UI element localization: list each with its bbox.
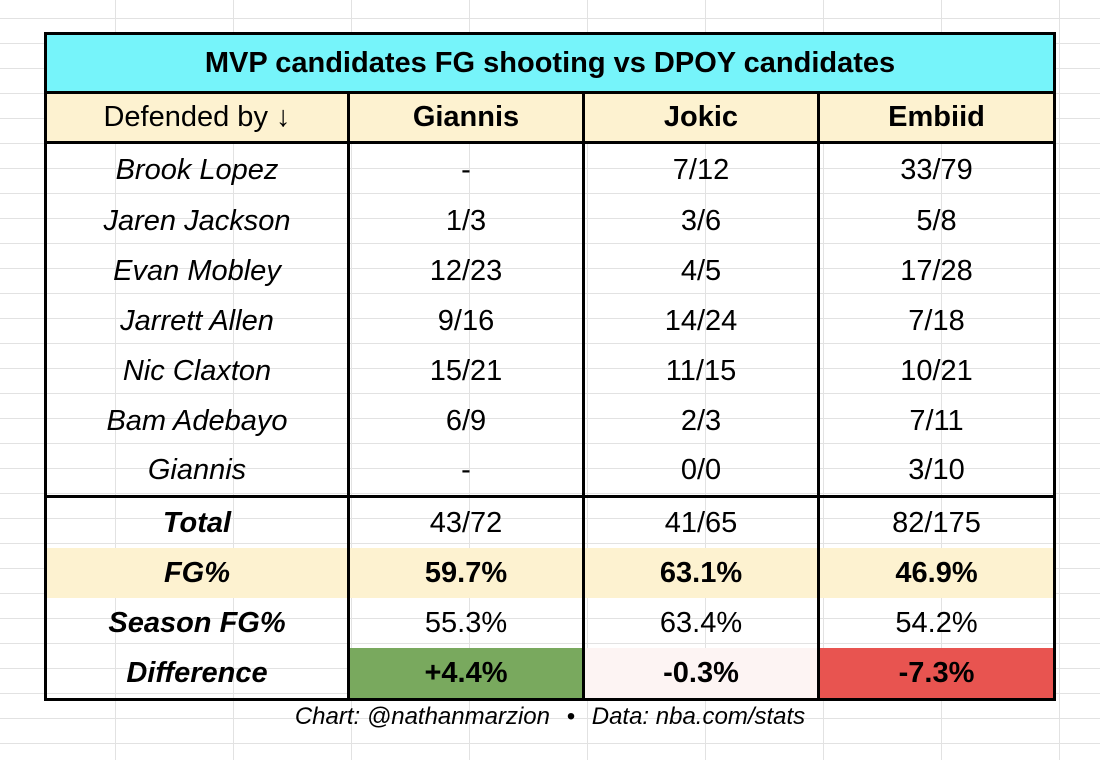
- table-row: Bam Adebayo 6/9 2/3 7/11: [46, 396, 1055, 446]
- cell-giannis: -: [347, 446, 584, 498]
- difference-embiid: -7.3%: [816, 648, 1055, 700]
- defender-name: Giannis: [45, 446, 349, 498]
- credit-line: Chart: @nathanmarzion • Data: nba.com/st…: [0, 703, 1100, 731]
- header-defended-by: Defended by ↓: [45, 92, 349, 144]
- table-row: Brook Lopez - 7/12 33/79: [46, 142, 1055, 196]
- credit-chart: Chart: @nathanmarzion: [294, 703, 550, 730]
- cell-jokic: 4/5: [582, 246, 819, 296]
- credit-data: Data: nba.com/stats: [591, 703, 806, 730]
- difference-label: Difference: [126, 656, 268, 689]
- cell-embiid: 7/11: [816, 396, 1055, 446]
- cell-jokic: 2/3: [582, 396, 819, 446]
- cell-jokic: 11/15: [582, 346, 819, 396]
- difference-jokic: -0.3%: [582, 648, 819, 700]
- difference-giannis: +4.4%: [347, 648, 584, 700]
- season-fg-giannis: 55.3%: [347, 598, 584, 648]
- cell-giannis: 6/9: [347, 396, 584, 446]
- fg-pct-label: FG%: [45, 548, 349, 598]
- cell-embiid: 17/28: [816, 246, 1055, 296]
- cell-embiid: 3/10: [816, 446, 1055, 498]
- defender-name: Brook Lopez: [115, 153, 279, 186]
- fg-pct-giannis: 59.7%: [347, 548, 584, 598]
- cell-giannis: 15/21: [347, 346, 584, 396]
- cell-embiid: 10/21: [816, 346, 1055, 396]
- cell-embiid: 33/79: [816, 142, 1055, 196]
- cell-jokic: 7/12: [582, 142, 819, 196]
- fg-pct-row: FG% 59.7% 63.1% 46.9%: [45, 548, 1055, 598]
- cell-giannis: 12/23: [347, 246, 584, 296]
- defender-name: Evan Mobley: [113, 254, 281, 287]
- total-embiid: 82/175: [816, 496, 1055, 548]
- defender-name: Jarrett Allen: [120, 304, 274, 337]
- table-row: Jaren Jackson 1/3 3/6 5/8: [46, 196, 1055, 246]
- total-giannis: 43/72: [347, 496, 584, 548]
- table-row: Jarrett Allen 9/16 14/24 7/18: [46, 296, 1055, 346]
- season-fg-row: Season FG% 55.3% 63.4% 54.2%: [46, 598, 1055, 648]
- title-row: MVP candidates FG shooting vs DPOY candi…: [45, 33, 1055, 94]
- total-jokic: 41/65: [582, 496, 819, 548]
- defender-name: Jaren Jackson: [103, 204, 291, 237]
- header-jokic: Jokic: [582, 92, 819, 144]
- header-embiid: Embiid: [816, 92, 1055, 144]
- season-fg-embiid: 54.2%: [816, 598, 1055, 648]
- defender-name: Nic Claxton: [122, 354, 272, 387]
- fg-pct-jokic: 63.1%: [582, 548, 819, 598]
- table-row: Evan Mobley 12/23 4/5 17/28: [46, 246, 1055, 296]
- season-fg-jokic: 63.4%: [582, 598, 819, 648]
- cell-jokic: 3/6: [582, 196, 819, 246]
- total-row: Total 43/72 41/65 82/175: [46, 496, 1055, 548]
- cell-embiid: 5/8: [816, 196, 1055, 246]
- total-label: Total: [162, 506, 232, 539]
- credit-separator: •: [566, 703, 576, 730]
- cell-giannis: -: [347, 142, 584, 196]
- cell-jokic: 0/0: [582, 446, 819, 498]
- season-fg-label: Season FG%: [108, 606, 286, 639]
- table-row: Giannis - 0/0 3/10: [45, 446, 1055, 498]
- cell-giannis: 9/16: [347, 296, 584, 346]
- difference-row: Difference +4.4% -0.3% -7.3%: [46, 648, 1055, 700]
- fg-pct-embiid: 46.9%: [816, 548, 1055, 598]
- fg-table: MVP candidates FG shooting vs DPOY candi…: [44, 32, 1057, 701]
- cell-embiid: 7/18: [816, 296, 1055, 346]
- header-row: Defended by ↓ Giannis Jokic Embiid: [45, 92, 1055, 144]
- cell-jokic: 14/24: [582, 296, 819, 346]
- table-title: MVP candidates FG shooting vs DPOY candi…: [45, 33, 1055, 94]
- defender-name: Bam Adebayo: [106, 404, 288, 437]
- table-row: Nic Claxton 15/21 11/15 10/21: [46, 346, 1055, 396]
- cell-giannis: 1/3: [347, 196, 584, 246]
- header-giannis: Giannis: [347, 92, 584, 144]
